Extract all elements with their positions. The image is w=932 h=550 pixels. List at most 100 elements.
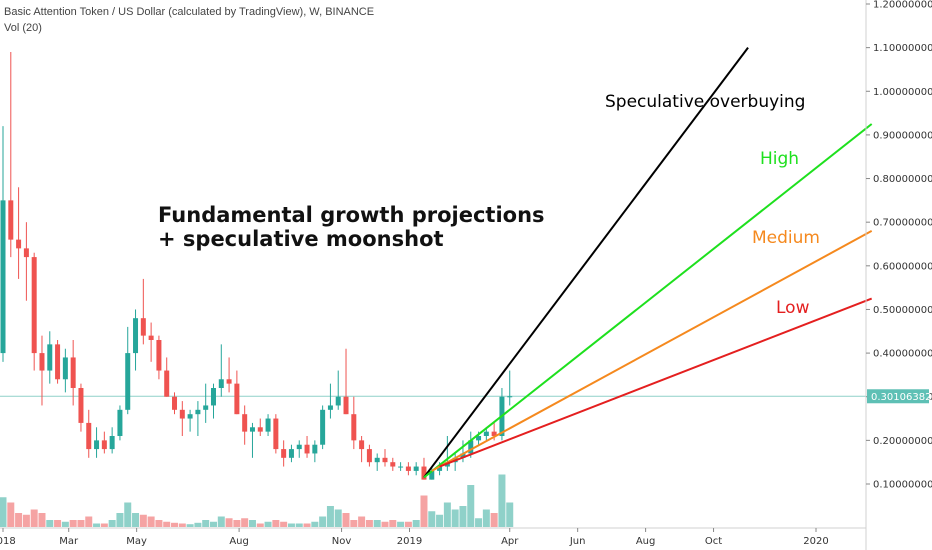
volume-bar — [506, 502, 514, 527]
volume-bar — [490, 513, 498, 527]
volume-bar — [280, 521, 288, 527]
volume-bar — [412, 520, 420, 527]
volume-bar — [451, 509, 459, 527]
candle-body — [31, 257, 37, 354]
candle-body — [468, 440, 474, 454]
candle-body — [281, 449, 287, 458]
volume-bar — [248, 520, 256, 527]
volume-bar — [287, 523, 295, 527]
projection-label-high: High — [760, 149, 799, 169]
volume-bar — [311, 521, 319, 527]
time-tick-label: Nov — [332, 536, 352, 547]
candle-body — [288, 449, 294, 458]
time-axis: 2018 Mar May Aug Nov 2019 Apr Jun Aug Oct 2020 — [0, 527, 866, 547]
volume-bar — [428, 511, 436, 527]
candle-body — [187, 414, 193, 419]
volume-bar — [0, 497, 7, 527]
volume-bar — [171, 522, 179, 527]
candle-body — [335, 396, 341, 406]
volume-bar — [272, 520, 280, 527]
candle-body — [476, 436, 482, 441]
chart-title: Basic Attention Token / US Dollar (calcu… — [4, 6, 375, 18]
volume-bar — [475, 518, 483, 527]
volume-bar — [295, 523, 303, 527]
price-axis: 1.20000000 1.10000000 1.00000000 0.90000000… — [865, 0, 932, 550]
candle-body — [16, 239, 22, 249]
candle-body — [140, 318, 146, 336]
volume-bar — [342, 513, 350, 527]
volume-bar — [132, 513, 140, 527]
volume-bar — [178, 523, 186, 527]
volume-bar — [30, 509, 38, 527]
projection-label-speculative: Speculative overbuying — [605, 92, 805, 112]
projection-label-low: Low — [776, 298, 810, 318]
volume-bar — [373, 520, 381, 527]
volume-bar — [93, 523, 101, 527]
volume-bar — [217, 516, 225, 527]
candle-body — [398, 466, 404, 468]
projection-line-medium — [431, 230, 873, 472]
volume-bar — [404, 521, 412, 527]
candle-body — [327, 405, 333, 410]
candle-body — [86, 422, 92, 450]
candle-body — [351, 414, 357, 441]
price-tick-label: 1.10000000 — [873, 43, 932, 54]
candle-body — [210, 388, 216, 406]
volume-bar — [326, 506, 334, 527]
candle-body — [195, 409, 201, 415]
candle-body — [343, 396, 349, 415]
volume-bar — [358, 516, 366, 527]
candle-body — [296, 444, 302, 450]
projection-line-low — [439, 297, 873, 468]
volume-bar — [209, 521, 217, 527]
volume-bar — [334, 509, 342, 527]
projection-lines — [423, 47, 873, 479]
volume-bar — [381, 521, 389, 527]
volume-bar — [264, 521, 272, 527]
volume-bar — [163, 521, 171, 527]
volume-bar — [498, 474, 506, 527]
time-tick-label: 2020 — [803, 536, 828, 547]
volume-bar — [365, 520, 373, 527]
candle-body — [257, 427, 263, 432]
price-tick-label: 1.00000000 — [873, 87, 932, 98]
annotation-line-1: Fundamental growth projections — [158, 203, 545, 227]
volume-bar — [194, 522, 202, 527]
price-tick-label: 0.20000000 — [873, 436, 932, 447]
volume-bar — [100, 523, 108, 527]
volume-bar — [108, 520, 116, 527]
volume-indicator-label: Vol (20) — [4, 22, 42, 34]
volume-bar — [482, 509, 490, 527]
candle-body — [70, 357, 76, 388]
candle-body — [125, 353, 131, 410]
volume-bar — [147, 516, 155, 527]
candle-body — [421, 466, 427, 480]
candle-body — [117, 409, 123, 436]
projection-label-medium: Medium — [752, 228, 820, 248]
volume-bar — [155, 520, 163, 527]
time-tick-label: Apr — [501, 536, 519, 547]
volume-bar — [436, 514, 444, 527]
candle-body — [359, 440, 365, 450]
candle-body — [390, 462, 396, 467]
time-tick-label: Mar — [59, 536, 79, 547]
candle-body — [179, 409, 185, 419]
volume-bar — [303, 523, 311, 527]
candle-body — [156, 340, 162, 371]
volume-bar — [225, 518, 233, 527]
price-tick-label: 0.90000000 — [873, 130, 932, 141]
candle-body — [94, 440, 100, 450]
volume-bar — [420, 495, 428, 527]
time-tick-label: Aug — [636, 536, 656, 547]
volume-bar — [186, 524, 194, 527]
candle-body — [366, 449, 372, 463]
projection-line-speculative — [423, 47, 749, 479]
volume-bar — [116, 513, 124, 527]
candle-body — [62, 357, 68, 380]
candle-body — [218, 379, 224, 388]
annotations: Speculative overbuying High Medium Low Funda… — [158, 92, 820, 318]
annotation-line-2: + speculative moonshot — [158, 227, 444, 251]
volume-bar — [389, 520, 397, 527]
time-tick-label: 2018 — [0, 536, 16, 547]
